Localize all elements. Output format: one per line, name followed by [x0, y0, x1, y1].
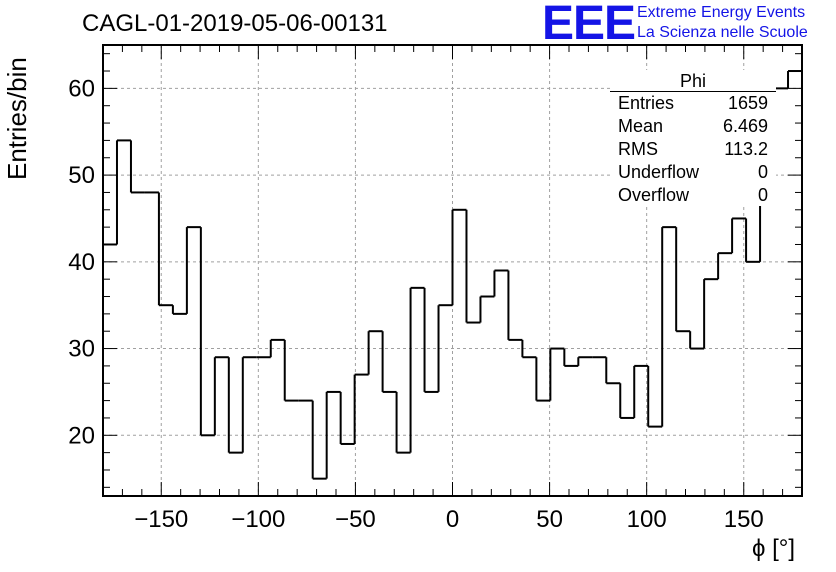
stats-box: Phi Entries 1659 Mean 6.469 RMS 113.2 Un…	[610, 70, 776, 206]
y-tick-label: 40	[68, 249, 95, 276]
x-tick-label: −150	[134, 506, 188, 533]
stats-value: 113.2	[724, 139, 768, 159]
chart-title: CAGL-01-2019-05-06-00131	[82, 10, 388, 37]
y-tick-label: 20	[68, 422, 95, 449]
y-axis-label: Entries/bin	[2, 57, 32, 180]
y-tick-label: 60	[68, 75, 95, 102]
stats-key: RMS	[618, 139, 658, 159]
x-tick-label: −50	[335, 506, 376, 533]
logo-subtitle: Extreme Energy Events La Scienza nelle S…	[637, 3, 808, 43]
y-tick-label: 30	[68, 336, 95, 363]
stats-value: 0	[757, 185, 768, 205]
stats-value: 0	[757, 162, 768, 182]
x-tick-label: −100	[231, 506, 285, 533]
logo-line-2: La Scienza nelle Scuole	[637, 24, 808, 41]
eee-logo: EEE	[542, 0, 636, 50]
y-tick-label: 50	[68, 162, 95, 189]
x-axis-label: ϕ [°]	[752, 535, 796, 562]
x-tick-label: 150	[724, 506, 764, 533]
stats-key: Underflow	[618, 162, 700, 182]
stats-value: 1659	[727, 93, 768, 113]
logo-line-1: Extreme Energy Events	[637, 4, 806, 21]
stats-key: Overflow	[618, 185, 690, 205]
stats-title: Phi	[679, 71, 706, 91]
x-tick-label: 0	[446, 506, 459, 533]
stats-key: Mean	[618, 116, 664, 136]
x-tick-label: 100	[627, 506, 667, 533]
x-tick-label: 50	[536, 506, 563, 533]
stats-value: 6.469	[722, 116, 768, 136]
stats-divider	[610, 91, 776, 92]
stats-key: Entries	[618, 93, 675, 113]
